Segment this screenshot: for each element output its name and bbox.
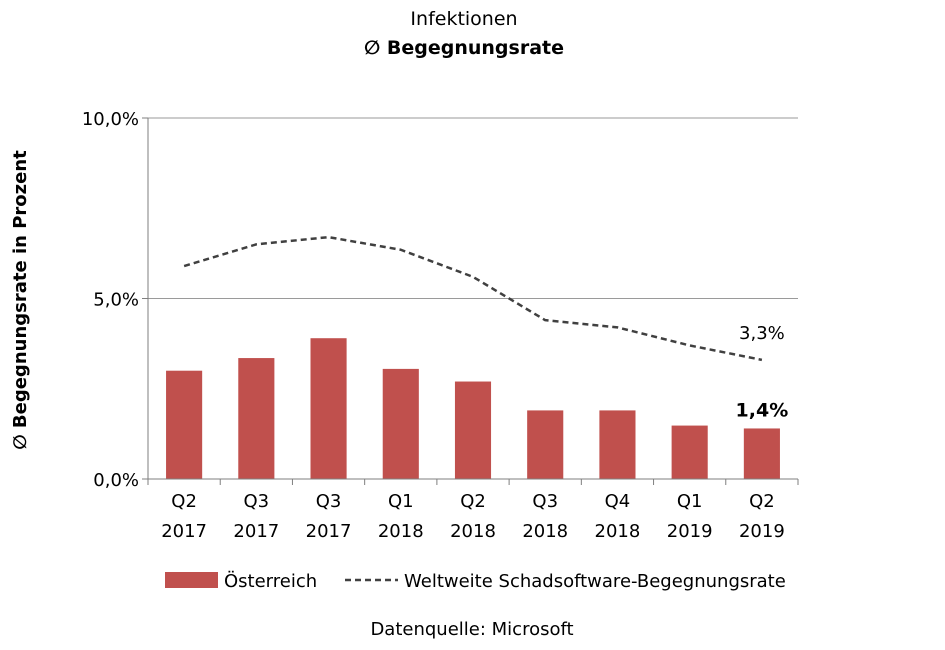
chart-title: Infektionen (410, 8, 517, 30)
x-tick-label-quarter: Q3 (316, 491, 342, 512)
x-tick-label-year: 2017 (306, 521, 352, 542)
y-tick-label: 10,0% (82, 109, 139, 130)
bar (454, 381, 492, 479)
x-tick-label-year: 2018 (522, 521, 568, 542)
x-tick-label-year: 2018 (595, 521, 641, 542)
line-series-worldwide (183, 235, 763, 362)
x-tick-label-year: 2017 (161, 521, 207, 542)
x-tick-label-year: 2018 (450, 521, 496, 542)
data-label-oesterreich-last: 1,4% (736, 399, 789, 421)
x-tick-label-quarter: Q1 (677, 491, 703, 512)
y-axis-label: ∅ Begegnungsrate in Prozent (10, 150, 31, 450)
bar (599, 410, 636, 479)
bar (671, 425, 708, 479)
source-note: Datenquelle: Microsoft (370, 619, 573, 640)
bar (310, 338, 347, 479)
legend: Österreich Weltweite Schadsoftware-Begeg… (165, 570, 786, 592)
legend-label-worldwide: Weltweite Schadsoftware-Begegnungsrate (404, 571, 786, 592)
x-tick-label-year: 2018 (378, 521, 424, 542)
tick-labels: 0,0% 5,0% 10,0% Q2 2017 Q3 2017 Q3 2017 Q1 2018 Q2 2… (82, 109, 785, 542)
legend-label-oesterreich: Österreich (224, 570, 317, 592)
x-tick-label-quarter: Q2 (749, 491, 775, 512)
y-tick-label: 0,0% (93, 470, 139, 491)
x-tick-label-year: 2019 (667, 521, 713, 542)
bar (166, 370, 203, 479)
bar (382, 368, 419, 479)
x-tick-label-quarter: Q1 (388, 491, 414, 512)
y-tick-label: 5,0% (93, 290, 139, 311)
line-path (183, 235, 763, 362)
bar (743, 428, 780, 479)
data-labels: 3,3% 1,4% (736, 323, 789, 422)
x-tick-label-quarter: Q3 (532, 491, 558, 512)
bar-series-oesterreich (166, 338, 780, 479)
x-tick-label-year: 2017 (233, 521, 279, 542)
bar (527, 410, 564, 479)
chart-subtitle: ∅ Begegnungsrate (364, 37, 564, 59)
bar (238, 358, 275, 479)
gridlines (142, 117, 798, 480)
x-tick-label-quarter: Q3 (244, 491, 270, 512)
axes (147, 118, 799, 485)
x-tick-label-year: 2019 (739, 521, 785, 542)
x-tick-label-quarter: Q4 (605, 491, 631, 512)
x-tick-label-quarter: Q2 (460, 491, 486, 512)
x-tick-label-quarter: Q2 (171, 491, 197, 512)
legend-swatch-oesterreich (165, 572, 218, 588)
data-label-worldwide-last: 3,3% (739, 323, 785, 344)
